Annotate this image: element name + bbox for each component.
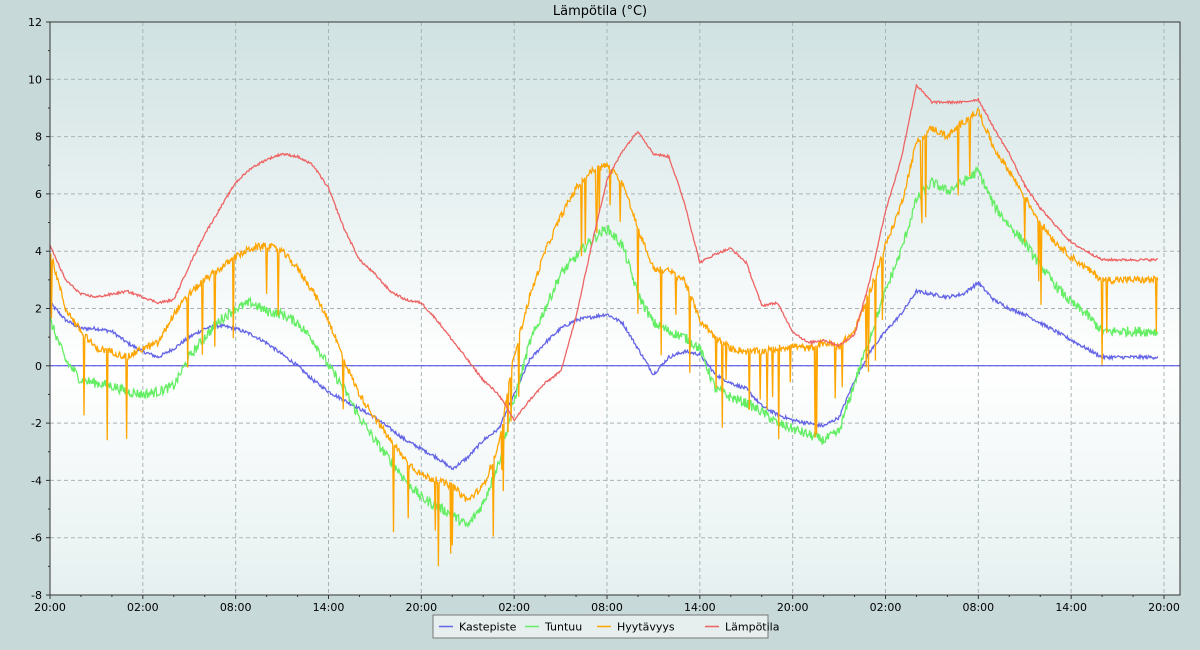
y-tick-label: -2 xyxy=(31,417,42,430)
legend-label: Tuntuu xyxy=(544,621,582,634)
series-line-tuntuu xyxy=(50,165,1159,529)
y-tick-label: -8 xyxy=(31,589,42,602)
x-tick-label: 08:00 xyxy=(591,601,623,614)
x-tick-label: 20:00 xyxy=(34,601,66,614)
x-tick-label: 20:00 xyxy=(777,601,809,614)
x-tick-label: 14:00 xyxy=(684,601,716,614)
x-tick-label: 08:00 xyxy=(962,601,994,614)
series-line-kastepiste xyxy=(50,280,1159,471)
series-layer xyxy=(50,83,1180,567)
y-tick-label: 0 xyxy=(35,360,42,373)
y-tick-label: 2 xyxy=(35,303,42,316)
y-tick-label: 6 xyxy=(35,188,42,201)
chart-title: Lämpötila (°C) xyxy=(553,4,647,19)
x-tick-label: 02:00 xyxy=(870,601,902,614)
y-tick-label: 4 xyxy=(35,245,42,258)
y-tick-label: 8 xyxy=(35,131,42,144)
x-tick-label: 14:00 xyxy=(1055,601,1087,614)
series-line-l-mp-tila xyxy=(50,83,1159,422)
legend-label: Hyytävyys xyxy=(617,621,675,634)
y-tick-label: -6 xyxy=(31,532,42,545)
x-tick-label: 20:00 xyxy=(1148,601,1180,614)
legend-label: Kastepiste xyxy=(459,621,517,634)
series-line-hyyt-vyys xyxy=(50,107,1159,567)
y-tick-label: 10 xyxy=(28,73,42,86)
x-tick-label: 14:00 xyxy=(313,601,345,614)
y-tick-label: -4 xyxy=(31,474,42,487)
grid xyxy=(50,22,1180,595)
legend-label: Lämpötila xyxy=(725,621,779,634)
x-tick-label: 02:00 xyxy=(498,601,530,614)
x-tick-label: 20:00 xyxy=(405,601,437,614)
x-tick-label: 08:00 xyxy=(220,601,252,614)
legend: Kastepiste Tuntuu Hyytävyys Lämpötila xyxy=(432,614,779,639)
y-tick-label: 12 xyxy=(28,16,42,29)
x-tick-label: 02:00 xyxy=(127,601,159,614)
